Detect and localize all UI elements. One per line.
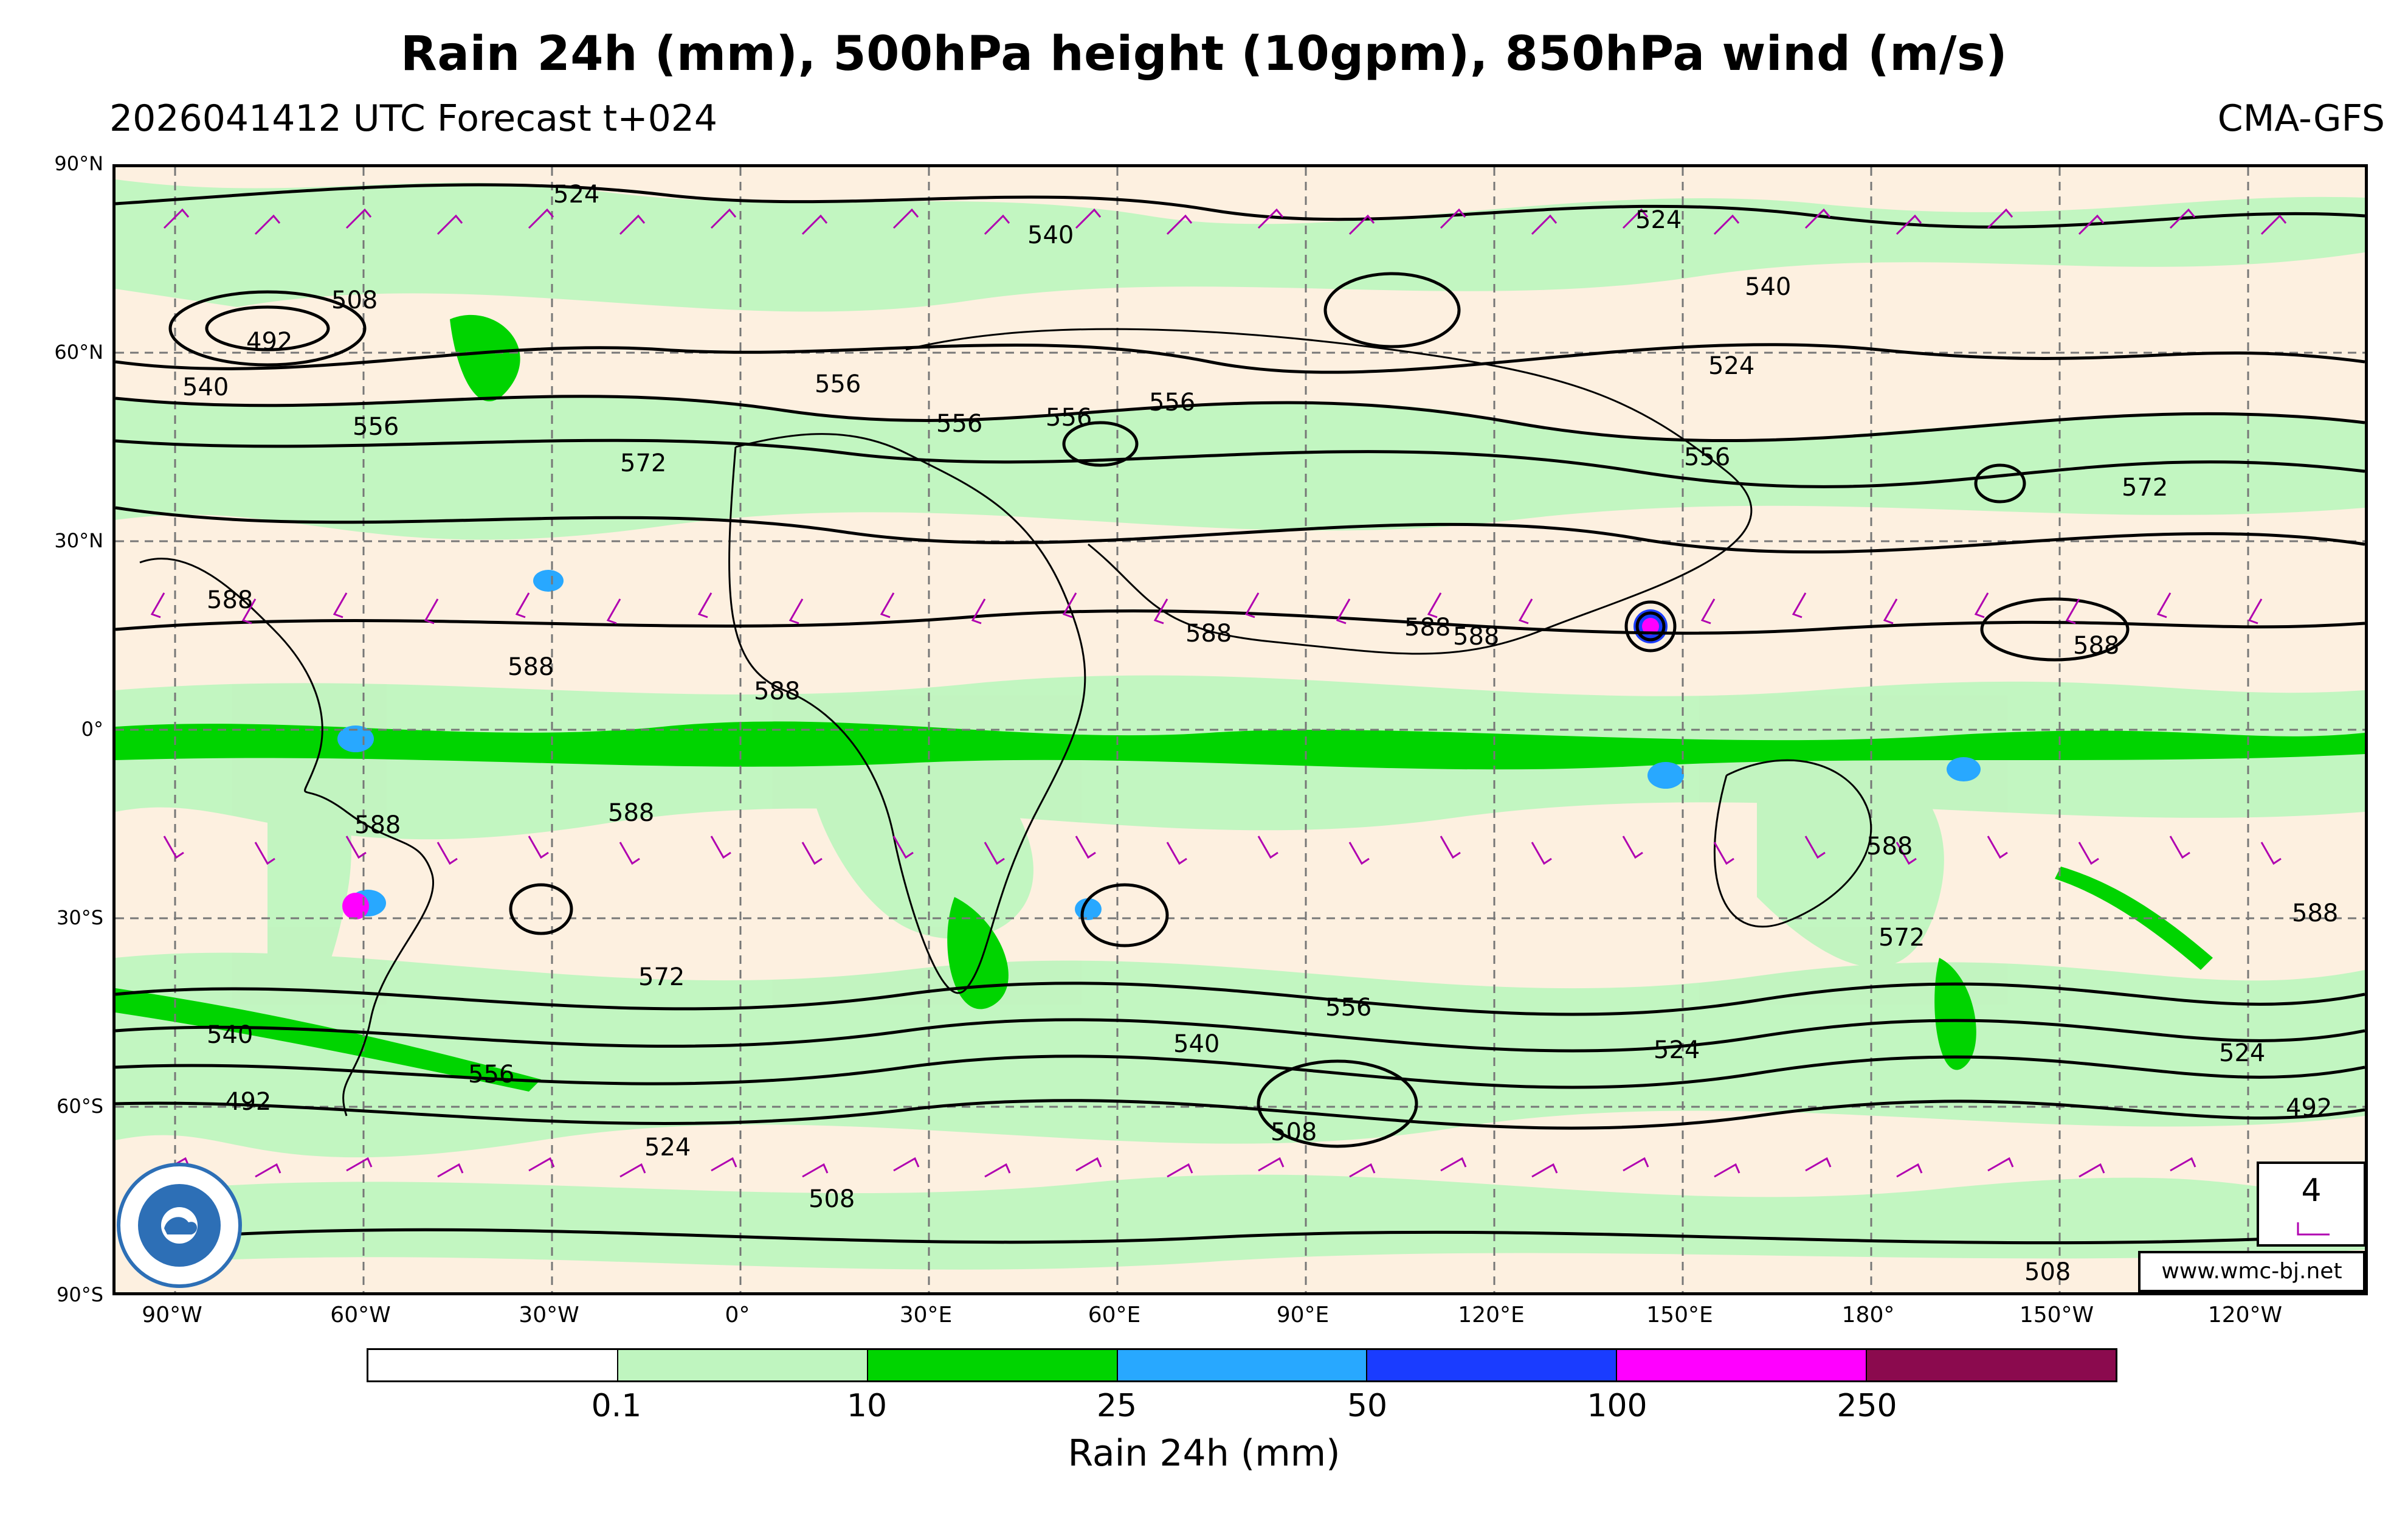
contour-label: 588 — [1866, 833, 1913, 860]
contour-labels: 524 540 508 492 540 556 556 556 572 556 … — [182, 181, 2338, 1286]
lat-label-90s: 90°S — [56, 1283, 103, 1306]
cma-logo-icon — [117, 1163, 242, 1288]
colorbar-segment — [1367, 1350, 1618, 1380]
contour-label: 524 — [1635, 206, 1682, 234]
lon-label-120e: 120°E — [1458, 1303, 1525, 1328]
contour-label: 556 — [936, 410, 982, 438]
contour-label: 556 — [1325, 994, 1371, 1022]
lat-label-60s: 60°S — [56, 1095, 103, 1118]
lon-label-150e: 150°E — [1646, 1303, 1713, 1328]
lon-label-90e: 90°E — [1276, 1303, 1330, 1328]
contour-label: 524 — [1654, 1036, 1700, 1064]
rain-colorbar — [367, 1348, 2117, 1382]
contour-label: 572 — [1878, 924, 1925, 952]
weather-map[interactable]: 524 540 508 492 540 556 556 556 572 556 … — [112, 164, 2368, 1295]
contour-label: 540 — [1027, 221, 1074, 249]
forecast-time: 2026041412 UTC Forecast t+024 — [109, 97, 718, 140]
rain-moderate-field — [116, 314, 2365, 1092]
lon-label-180: 180° — [1841, 1303, 1895, 1328]
lon-label-90w: 90°W — [142, 1303, 202, 1328]
lat-label-equator: 0° — [81, 718, 103, 741]
contour-label: 556 — [815, 370, 861, 398]
barb-legend: 4 — [2257, 1162, 2366, 1247]
contour-label: 556 — [1684, 443, 1730, 471]
coastlines — [139, 328, 1872, 1117]
contour-label: 492 — [246, 328, 292, 356]
lon-label-60e: 60°E — [1088, 1303, 1141, 1328]
chart-title: Rain 24h (mm), 500hPa height (10gpm), 85… — [400, 27, 2008, 81]
colorbar-tick: 25 — [1096, 1388, 1137, 1424]
colorbar-tick: 10 — [846, 1388, 888, 1424]
colorbar-tick: 100 — [1587, 1388, 1647, 1424]
lon-label-30e: 30°E — [899, 1303, 953, 1328]
contour-label: 588 — [207, 586, 253, 614]
lat-label-90n: 90°N — [54, 152, 103, 175]
lon-label-0: 0° — [725, 1303, 750, 1328]
colorbar-segment — [868, 1350, 1118, 1380]
colorbar-segment — [1117, 1350, 1368, 1380]
model-name: CMA-GFS — [2217, 97, 2385, 140]
contour-label: 540 — [1745, 273, 1791, 301]
contour-label: 588 — [1404, 614, 1451, 642]
contour-label: 492 — [225, 1088, 271, 1116]
credit-link[interactable]: www.wmc-bj.net — [2138, 1251, 2365, 1292]
lat-label-60n: 60°N — [54, 341, 103, 364]
colorbar-segment — [618, 1350, 868, 1380]
contour-label: 540 — [1173, 1030, 1220, 1058]
contour-label: 540 — [182, 373, 229, 401]
contour-label: 588 — [608, 799, 654, 827]
wind-barb-icon — [2297, 1222, 2330, 1236]
lon-label-30w: 30°W — [519, 1303, 579, 1328]
contour-label: 524 — [644, 1134, 691, 1162]
barb-legend-value: 4 — [2301, 1172, 2322, 1209]
contour-label: 588 — [754, 677, 800, 705]
colorbar-segment — [368, 1350, 618, 1380]
contour-label: 556 — [1046, 404, 1092, 432]
contour-label: 540 — [207, 1021, 253, 1049]
colorbar-tick: 50 — [1347, 1388, 1388, 1424]
contour-label: 588 — [1185, 620, 1232, 648]
colorbar-segment — [1867, 1350, 2116, 1380]
colorbar-label: Rain 24h (mm) — [1068, 1432, 1340, 1475]
contour-label: 588 — [2073, 632, 2119, 660]
lon-label-120w: 120°W — [2207, 1303, 2283, 1328]
lon-label-60w: 60°W — [330, 1303, 391, 1328]
colorbar-tick: 250 — [1837, 1388, 1897, 1424]
contour-label: 508 — [331, 286, 378, 314]
contour-label: 524 — [1708, 352, 1754, 380]
contour-label: 524 — [553, 181, 599, 209]
lat-label-30n: 30°N — [54, 529, 103, 552]
colorbar-segment — [1617, 1350, 1868, 1380]
contour-label: 572 — [620, 449, 666, 477]
contour-label: 492 — [2286, 1094, 2332, 1122]
lon-label-150w: 150°W — [2019, 1303, 2094, 1328]
lat-label-30s: 30°S — [56, 906, 103, 929]
contour-label: 556 — [468, 1061, 514, 1089]
map-canvas: 524 540 508 492 540 556 556 556 572 556 … — [116, 167, 2365, 1292]
wind-barbs — [150, 208, 2287, 1178]
contour-label: 556 — [1149, 389, 1195, 417]
contour-label: 572 — [2122, 474, 2168, 502]
contour-label: 588 — [354, 811, 401, 839]
colorbar-tick: 0.1 — [591, 1388, 642, 1424]
contour-label: 508 — [1271, 1118, 1317, 1146]
contour-label: 508 — [809, 1185, 855, 1213]
contour-label: 588 — [508, 653, 554, 681]
contour-label: 588 — [2292, 899, 2338, 927]
contour-label: 572 — [638, 963, 685, 991]
contour-label: 588 — [1453, 623, 1499, 651]
contour-label: 508 — [2024, 1258, 2071, 1286]
contour-label: 556 — [353, 413, 399, 441]
contour-label: 524 — [2219, 1039, 2265, 1067]
height-contours — [116, 183, 2365, 1245]
